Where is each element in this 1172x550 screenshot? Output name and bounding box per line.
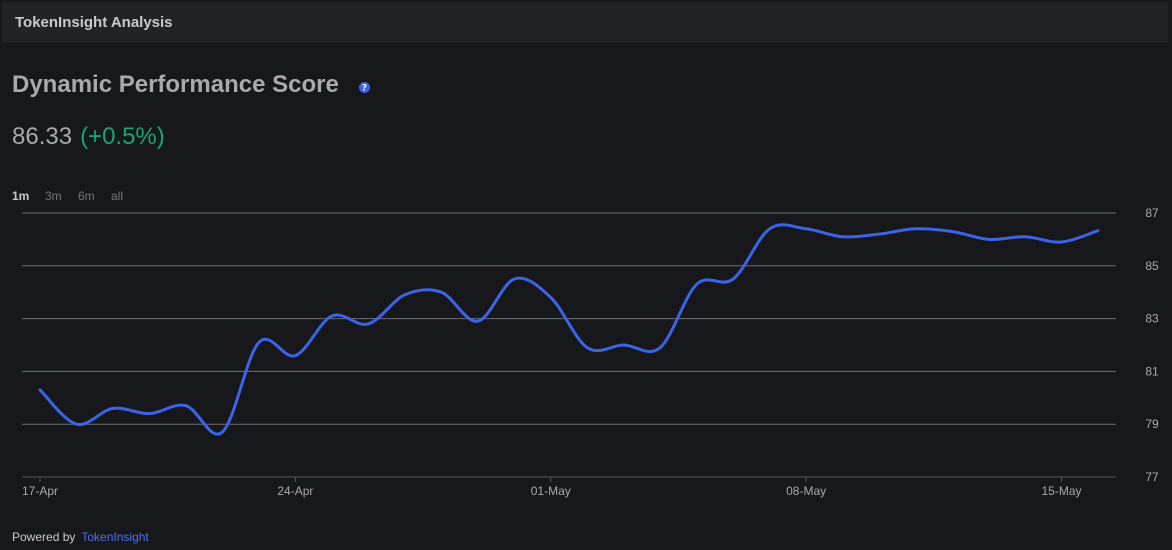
y-tick-label: 85 bbox=[1145, 259, 1159, 273]
x-tick-label: 15-May bbox=[1042, 484, 1082, 498]
data-point bbox=[111, 406, 115, 410]
data-point bbox=[1060, 240, 1064, 244]
data-point bbox=[877, 232, 881, 236]
data-point bbox=[38, 388, 42, 392]
data-point bbox=[512, 277, 516, 281]
powered-by-label: Powered by bbox=[12, 530, 76, 544]
x-tick-label: 17-Apr bbox=[22, 484, 58, 498]
header-title: TokenInsight Analysis bbox=[15, 14, 173, 31]
page-title: Dynamic Performance Score bbox=[12, 71, 339, 98]
data-point bbox=[987, 237, 991, 241]
y-tick-label: 81 bbox=[1145, 364, 1159, 378]
data-point bbox=[330, 314, 334, 318]
data-point bbox=[950, 230, 954, 234]
data-point bbox=[1096, 229, 1100, 233]
series-line bbox=[38, 223, 1100, 436]
data-point bbox=[914, 227, 918, 231]
data-point bbox=[366, 322, 370, 326]
y-tick-label: 79 bbox=[1145, 417, 1159, 431]
footer: Powered by TokenInsight bbox=[12, 530, 149, 544]
help-icon[interactable]: ? bbox=[359, 82, 370, 93]
data-point bbox=[403, 293, 407, 297]
x-tick-label: 01-May bbox=[531, 484, 571, 498]
y-tick-label: 77 bbox=[1145, 470, 1159, 484]
data-point bbox=[220, 430, 224, 434]
data-point bbox=[841, 235, 845, 239]
range-3m-button[interactable]: 3m bbox=[45, 189, 62, 203]
data-point bbox=[585, 346, 589, 350]
data-point bbox=[622, 343, 626, 347]
data-point bbox=[184, 404, 188, 408]
data-point bbox=[768, 227, 772, 231]
data-point bbox=[658, 346, 662, 350]
tokeninsight-link[interactable]: TokenInsight bbox=[81, 530, 149, 544]
data-point bbox=[804, 227, 808, 231]
score-change: (+0.5%) bbox=[80, 123, 165, 150]
data-point bbox=[257, 340, 261, 344]
svg-text:?: ? bbox=[362, 84, 367, 93]
data-point bbox=[731, 277, 735, 281]
data-point bbox=[476, 319, 480, 323]
header-bar: TokenInsight Analysis bbox=[2, 2, 1168, 43]
data-point bbox=[293, 354, 297, 358]
data-point bbox=[1023, 235, 1027, 239]
data-point bbox=[549, 296, 553, 300]
data-point bbox=[147, 412, 151, 416]
range-6m-button[interactable]: 6m bbox=[78, 189, 95, 203]
y-tick-label: 83 bbox=[1145, 312, 1159, 326]
x-tick-label: 24-Apr bbox=[277, 484, 313, 498]
score-display: 86.33 (+0.5%) bbox=[12, 123, 165, 151]
data-point bbox=[439, 290, 443, 294]
x-tick-label: 08-May bbox=[786, 484, 826, 498]
range-1m-button[interactable]: 1m bbox=[12, 189, 30, 203]
score-value: 86.33 bbox=[12, 123, 73, 150]
range-all-button[interactable]: all bbox=[111, 189, 124, 203]
data-point bbox=[695, 282, 699, 286]
y-tick-label: 87 bbox=[1145, 206, 1159, 220]
data-point bbox=[75, 422, 79, 426]
